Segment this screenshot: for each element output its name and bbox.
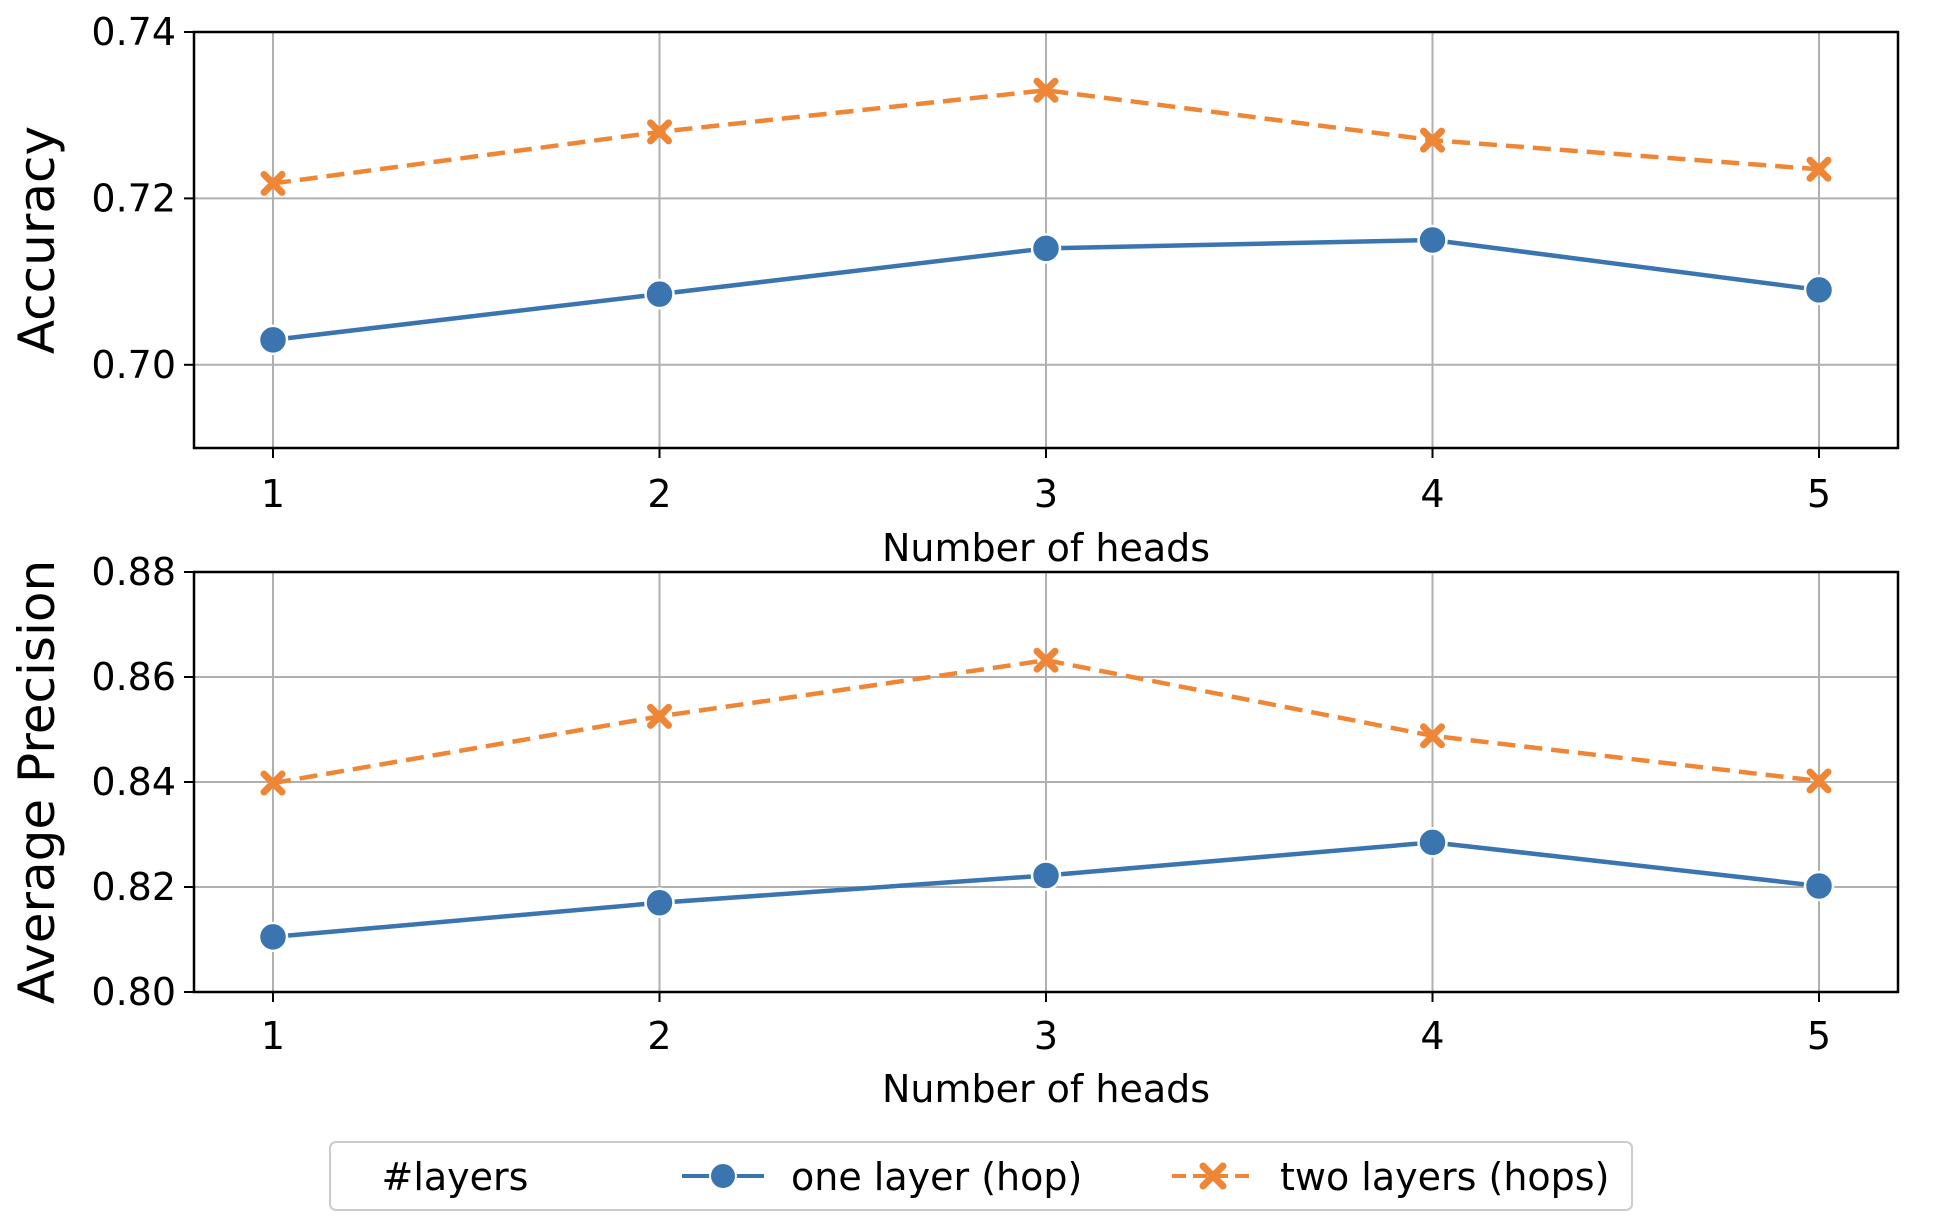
data-point-one-layer — [257, 921, 289, 953]
x-tick-label: 4 — [1420, 472, 1444, 516]
x-axis-label: Number of heads — [882, 1067, 1210, 1111]
data-point-one-layer — [257, 324, 289, 356]
data-point-one-layer — [644, 887, 675, 918]
data-point-one-layer — [1030, 233, 1062, 264]
data-point-two-layers — [1033, 647, 1059, 673]
x-tick-label: 4 — [1420, 1014, 1444, 1058]
average-precision-chart: 1 2 3 4 5 0.80 0.82 0.84 0.86 0.88 Number of heads… — [8, 550, 1900, 1111]
x-axis-label: Number of heads — [882, 526, 1210, 570]
data-point-two-layers — [647, 119, 672, 145]
plot-frame — [192, 30, 1900, 450]
x-tick-label: 1 — [261, 1014, 285, 1058]
y-axis-label: Accuracy — [8, 126, 66, 354]
y-tick-label: 0.70 — [91, 343, 176, 387]
data-point-one-layer — [1417, 827, 1448, 858]
data-point-two-layers — [1806, 156, 1832, 182]
x-tick-label: 2 — [647, 472, 671, 516]
y-axis-label: Average Precision — [8, 560, 66, 1004]
data-point-one-layer — [644, 278, 675, 310]
legend-label-one-layer: one layer (hop) — [791, 1155, 1082, 1199]
x-tick-label: 1 — [261, 472, 285, 516]
x-tick-label: 5 — [1807, 1014, 1831, 1058]
legend-marker-one-layer — [709, 1162, 737, 1190]
legend: #layers one layer (hop) two layers (hops… — [329, 1141, 1633, 1211]
series-line-two-layers — [272, 657, 1820, 786]
y-tick-label: 0.86 — [91, 655, 176, 699]
y-tick-label: 0.84 — [91, 760, 176, 804]
data-point-two-layers — [260, 170, 286, 196]
accuracy-chart: 1 2 3 4 5 0.70 0.72 0.74 Number of heads Accuracy — [8, 10, 1900, 570]
data-point-one-layer — [1803, 274, 1835, 306]
x-tick-label: 3 — [1034, 472, 1058, 516]
y-tick-label: 0.72 — [91, 176, 176, 220]
data-point-two-layers — [647, 703, 672, 729]
x-tick-label: 3 — [1034, 1014, 1058, 1058]
data-point-two-layers — [260, 770, 286, 796]
legend-label-two-layers: two layers (hops) — [1280, 1155, 1609, 1199]
y-tick-label: 0.74 — [91, 10, 176, 54]
legend-title: #layers — [382, 1155, 529, 1199]
data-point-two-layers — [1033, 77, 1059, 103]
x-tick-label: 5 — [1807, 472, 1831, 516]
legend-frame — [329, 1141, 1633, 1211]
x-tick-label: 2 — [647, 1014, 671, 1058]
plot-frame — [192, 570, 1900, 994]
y-tick-label: 0.88 — [91, 550, 176, 594]
y-tick-label: 0.80 — [91, 970, 176, 1014]
legend-marker-two-layers — [1199, 1162, 1227, 1190]
data-point-one-layer — [1417, 224, 1448, 256]
series-line-two-layers — [272, 87, 1820, 186]
data-point-two-layers — [1420, 723, 1445, 749]
y-tick-label: 0.82 — [91, 865, 176, 909]
data-point-two-layers — [1420, 127, 1445, 153]
data-point-one-layer — [1803, 870, 1835, 902]
data-point-one-layer — [1030, 860, 1062, 891]
data-point-two-layers — [1806, 768, 1832, 794]
